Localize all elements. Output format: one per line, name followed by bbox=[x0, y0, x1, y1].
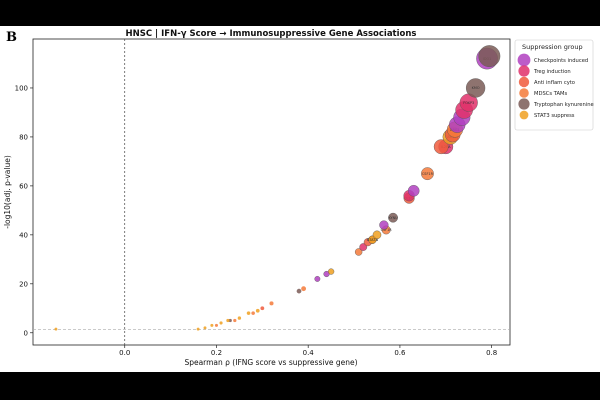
x-tick-label: 0.4 bbox=[303, 349, 315, 357]
data-point bbox=[246, 311, 251, 315]
data-point bbox=[255, 308, 260, 313]
data-point bbox=[379, 220, 389, 230]
y-tick-label: 0 bbox=[24, 329, 28, 337]
data-point bbox=[301, 286, 307, 292]
data-point bbox=[210, 323, 214, 327]
y-tick-label: 40 bbox=[19, 231, 28, 239]
data-point bbox=[421, 167, 434, 181]
data-point bbox=[54, 327, 58, 331]
data-point bbox=[233, 318, 237, 323]
y-tick-label: 80 bbox=[19, 133, 28, 141]
data-point bbox=[296, 288, 302, 294]
data-point bbox=[219, 321, 223, 325]
data-point bbox=[465, 78, 486, 98]
plot-area bbox=[32, 38, 511, 346]
data-point bbox=[478, 45, 501, 68]
data-point bbox=[214, 323, 218, 327]
data-point bbox=[314, 275, 321, 282]
legend-entry-label: Tryptophan kynurenine bbox=[533, 102, 594, 108]
data-point bbox=[354, 248, 363, 256]
point-label: CSF1R bbox=[422, 172, 434, 176]
legend-box bbox=[514, 39, 594, 131]
y-tick-label: 100 bbox=[15, 84, 28, 92]
point-label: FOXP3 bbox=[463, 101, 474, 105]
data-point bbox=[260, 306, 265, 311]
y-axis-label: -log10(adj. p-value) bbox=[3, 155, 12, 229]
data-point bbox=[328, 268, 335, 275]
legend: Suppression group Checkpoints induced Tre… bbox=[514, 39, 594, 131]
x-tick-label: 0.6 bbox=[394, 349, 406, 357]
legend-entry-label: MDSCs TAMs bbox=[534, 91, 568, 97]
legend-entry-label: Treg induction bbox=[533, 69, 571, 75]
x-axis-ticks: 0.0 0.2 0.4 0.6 0.8 bbox=[119, 345, 497, 357]
y-axis-ticks: 0 20 40 60 80 100 bbox=[15, 84, 33, 337]
x-tick-label: 0.0 bbox=[119, 349, 130, 357]
y-tick-label: 20 bbox=[19, 280, 28, 288]
data-points: CD163STAT3CSF1RKYNUIL10CSF1RIL2RAJAK1ARG… bbox=[54, 45, 501, 331]
legend-marker bbox=[518, 98, 530, 110]
legend-marker bbox=[517, 53, 531, 67]
legend-marker bbox=[518, 65, 530, 77]
legend-marker bbox=[519, 88, 529, 98]
x-tick-label: 0.8 bbox=[486, 349, 497, 357]
data-point bbox=[359, 243, 368, 251]
point-label: STAT3 bbox=[367, 238, 377, 242]
point-label: KMO bbox=[472, 86, 480, 90]
data-point bbox=[203, 326, 207, 330]
chart-title: HNSC | IFN-γ Score → Immunosuppressive G… bbox=[126, 29, 417, 39]
point-label: KYNU bbox=[388, 216, 398, 220]
legend-entry-label: STAT3 suppress bbox=[534, 113, 575, 119]
data-point bbox=[407, 184, 420, 197]
legend-entry-label: Anti inflam cyto bbox=[534, 80, 575, 86]
panel-label: B bbox=[6, 30, 17, 45]
legend-title: Suppression group bbox=[522, 43, 583, 51]
data-point bbox=[269, 301, 274, 306]
point-label: CSF1R bbox=[381, 228, 393, 232]
data-point bbox=[372, 230, 382, 240]
data-point bbox=[226, 318, 230, 323]
x-tick-label: 0.2 bbox=[211, 349, 222, 357]
data-point bbox=[251, 311, 255, 315]
scatter-chart: CD163STAT3CSF1RKYNUIL10CSF1RIL2RAJAK1ARG… bbox=[3, 29, 594, 367]
data-point bbox=[237, 316, 242, 320]
y-tick-label: 60 bbox=[19, 182, 28, 190]
data-point bbox=[388, 212, 398, 223]
legend-marker bbox=[518, 76, 530, 88]
legend-marker bbox=[519, 110, 529, 120]
legend-entry-label: Checkpoints induced bbox=[534, 58, 588, 64]
data-point bbox=[433, 139, 449, 155]
x-axis-label: Spearman ρ (IFNG score vs suppressive ge… bbox=[184, 358, 357, 367]
data-point bbox=[196, 327, 200, 331]
figure-panel: B CD163STAT3CSF1RKYNUIL10CSF1RIL2RAJAK1A… bbox=[0, 26, 600, 372]
data-point bbox=[228, 318, 232, 323]
reference-lines bbox=[33, 39, 510, 345]
